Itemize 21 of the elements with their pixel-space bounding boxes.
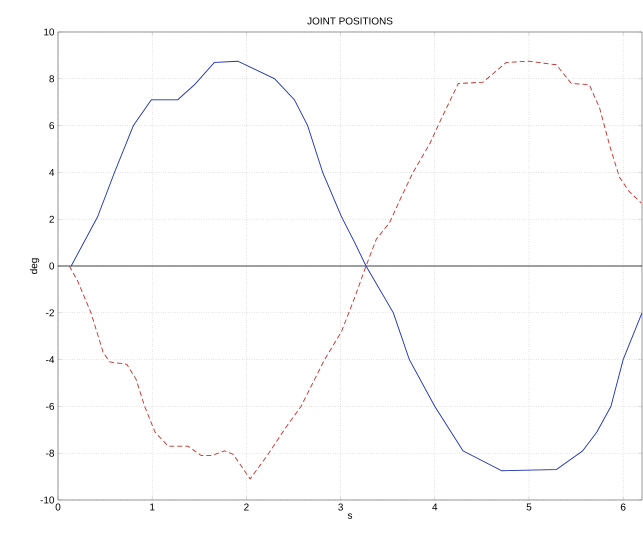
x-tick-label: 3 <box>338 504 343 511</box>
y-tick-label: -10 <box>40 496 54 504</box>
y-tick-label: -2 <box>46 309 54 316</box>
y-tick-label: -8 <box>46 450 54 457</box>
y-tick-label: -6 <box>46 402 54 410</box>
x-tick-label: 2 <box>244 504 249 510</box>
chart-title: JOINT POSITIONS <box>307 17 392 24</box>
y-tick-label: 10 <box>44 28 54 36</box>
x-tick-label: 0 <box>56 504 60 511</box>
y-tick-label: 0 <box>49 262 54 270</box>
y-tick-label: 4 <box>49 168 54 176</box>
y-tick-label: 8 <box>49 75 54 82</box>
y-tick-label: 2 <box>49 216 54 223</box>
y-axis-title: deg <box>30 258 40 274</box>
x-tick-label: 5 <box>526 504 532 510</box>
y-tick-label: 6 <box>49 122 54 130</box>
x-tick-label: 1 <box>150 504 154 510</box>
x-axis-title: s <box>348 513 352 519</box>
y-tick-label: -4 <box>46 356 54 364</box>
x-tick-label: 4 <box>432 504 438 510</box>
x-tick-label: 6 <box>620 504 626 511</box>
